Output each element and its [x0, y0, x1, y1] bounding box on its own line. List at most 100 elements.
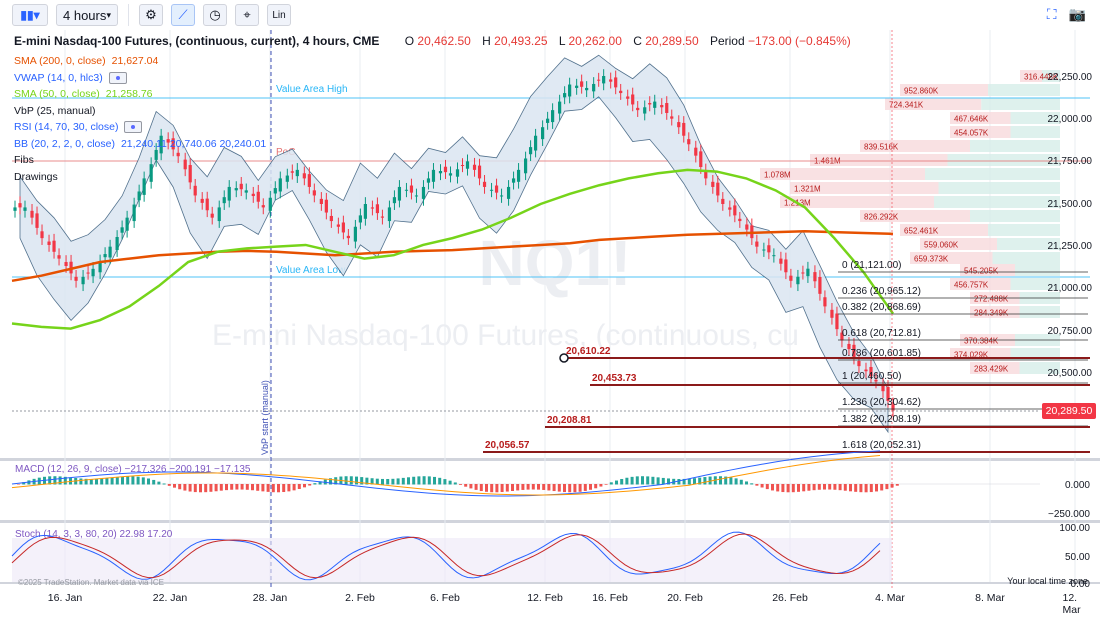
volume-profile-down-bar	[950, 278, 1011, 290]
candle-body	[142, 178, 146, 195]
indicator-fibs[interactable]: Fibs	[14, 152, 266, 169]
volume-profile-up-bar	[1019, 306, 1060, 318]
stoch-d-line	[11, 533, 881, 579]
candles-icon: ▮▮▾	[20, 8, 40, 22]
candle-body	[307, 174, 311, 187]
fib-level-label: 1 (20,460.50)	[842, 371, 902, 382]
candle-body	[660, 105, 664, 108]
macd-histogram-bar	[630, 476, 634, 485]
macd-histogram-bar	[115, 476, 119, 485]
replay-button[interactable]: ◷	[203, 4, 227, 26]
time-axis-label: 6. Feb	[430, 592, 460, 604]
time-axis[interactable]: 16. Jan 22. Jan 28. Jan 2. Feb 6. Feb 12. Feb…	[0, 592, 1100, 616]
macd-histogram-bar	[453, 482, 457, 485]
candle-body	[546, 118, 550, 123]
candle-body	[120, 227, 124, 233]
volume-profile-label: 284.349K	[974, 309, 1009, 318]
period-key: Period	[709, 34, 745, 48]
candle-body	[830, 309, 834, 318]
timezone-button[interactable]: Your local time zone	[1007, 576, 1088, 586]
indicator-sma200[interactable]: SMA (200, 0, close) 21,627.04	[14, 53, 266, 70]
candle-body	[234, 188, 238, 191]
open-key: O	[404, 34, 415, 48]
candle-body	[176, 152, 180, 157]
candle-body	[511, 178, 516, 183]
candle-body	[375, 204, 380, 214]
macd-histogram-bar	[287, 484, 291, 492]
candle-body	[91, 268, 95, 277]
macd-histogram-bar	[84, 478, 88, 485]
candle-body	[568, 84, 572, 97]
macd-histogram-bar	[401, 477, 405, 485]
macd-histogram-bar	[755, 484, 759, 486]
macd-histogram-bar	[542, 484, 546, 490]
indicator-value: 21,627.04	[111, 55, 159, 67]
volume-profile-down-bar	[860, 140, 970, 152]
macd-histogram-bar	[199, 484, 202, 493]
volume-profile-down-bar	[960, 264, 1015, 276]
interval-dropdown[interactable]: 4 hours ▾	[56, 4, 118, 26]
macd-histogram-bar	[521, 484, 525, 490]
macd-histogram-bar	[79, 478, 83, 485]
candle-body	[738, 218, 742, 222]
candle-body	[472, 164, 477, 170]
settings-button[interactable]: ⚙	[139, 4, 163, 26]
macd-histogram-bar	[511, 484, 514, 491]
scale-mode-button[interactable]: Lin	[267, 4, 291, 26]
chart-type-button[interactable]: ▮▮▾	[12, 4, 48, 26]
candle-body	[886, 386, 890, 401]
candle-body	[336, 224, 340, 227]
indicator-drawings[interactable]: Drawings	[14, 169, 266, 186]
macd-histogram-bar	[516, 484, 520, 491]
macd-histogram-bar	[573, 484, 577, 493]
indicator-bb[interactable]: BB (20, 2, 2, 0, close) 21,240.11 20,740.…	[14, 136, 266, 153]
candle-body	[251, 193, 255, 197]
candle-body	[159, 135, 163, 154]
candle-body	[329, 215, 333, 222]
indicator-vwap[interactable]: VWAP (14, 0, hlc3)	[14, 70, 266, 87]
macd-histogram-bar	[495, 484, 499, 493]
candle-body	[409, 185, 414, 193]
macd-histogram-bar	[69, 477, 72, 485]
eye-icon[interactable]	[108, 71, 127, 84]
candle-body	[711, 181, 715, 187]
macd-histogram-bar	[240, 484, 244, 490]
line-chart-icon: ⟋	[178, 7, 188, 22]
candle-body	[431, 169, 436, 182]
indicator-sma50[interactable]: SMA (50, 0, close) 21,258.76	[14, 86, 266, 103]
chart-area[interactable]: NQ1! E-mini Nasdaq-100 Futures, (continuo…	[0, 30, 1100, 620]
macd-histogram-bar	[817, 484, 821, 490]
fullscreen-icon[interactable]: ⛶	[1046, 6, 1057, 22]
candle-body	[13, 207, 17, 211]
candle-body	[745, 224, 749, 230]
indicator-vbp[interactable]: VbP (25, manual)	[14, 103, 266, 120]
indicators-button[interactable]: ⟋	[171, 4, 195, 26]
macd-histogram-bar	[661, 477, 665, 485]
chart-canvas[interactable]: NQ1! E-mini Nasdaq-100 Futures, (continuo…	[0, 30, 1100, 620]
candle-body	[733, 205, 737, 216]
macd-histogram-bar	[745, 481, 748, 485]
macd-histogram-bar	[578, 484, 582, 492]
macd-histogram-bar	[849, 484, 852, 492]
camera-icon[interactable]: 📷	[1068, 6, 1086, 22]
macd-histogram-bar	[620, 478, 624, 485]
indicator-rsi[interactable]: RSI (14, 70, 30, close)	[14, 119, 266, 136]
candle-body	[465, 161, 470, 169]
macd-histogram-bar	[635, 476, 639, 485]
fib-level-label: 1.236 (20,304.62)	[842, 397, 921, 408]
macd-histogram-bar	[235, 484, 239, 490]
candle-body	[353, 226, 357, 242]
eye-icon[interactable]	[124, 121, 143, 134]
candle-body	[687, 139, 691, 145]
crosshair-button[interactable]: ⌖	[235, 4, 259, 26]
macd-histogram-bar	[812, 484, 816, 491]
volume-profile-up-bar	[1015, 264, 1060, 276]
macd-histogram-bar	[365, 477, 369, 485]
macd-histogram-bar	[880, 484, 884, 491]
candle-body	[891, 404, 895, 411]
price-axis-label: 21,500.00	[1048, 199, 1093, 210]
macd-histogram-bar	[17, 484, 20, 485]
macd-histogram-bar	[604, 484, 608, 485]
volume-profile-down-bar	[910, 252, 993, 264]
macd-histogram-bar	[308, 484, 312, 486]
